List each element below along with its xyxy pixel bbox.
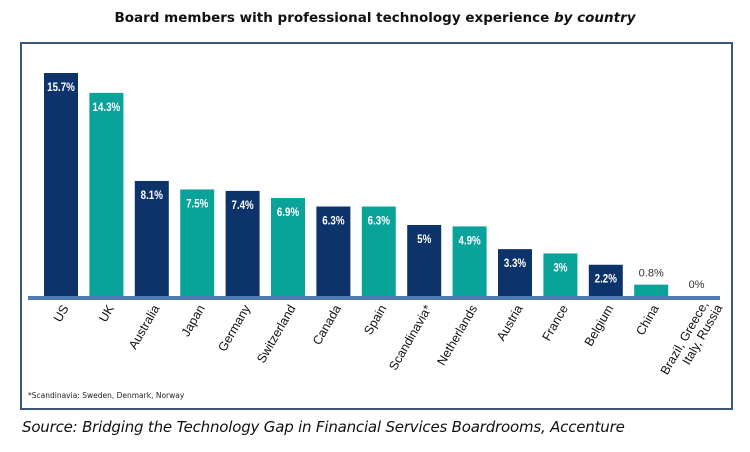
x-tick-label-line: Switzerland	[254, 302, 298, 365]
data-label-1: 14.3%	[93, 101, 121, 114]
bar-2	[134, 180, 169, 296]
x-tick-label-5: Switzerland	[254, 302, 298, 365]
bar-0	[44, 73, 78, 296]
chart-title-main: Board members with professional technolo…	[114, 10, 550, 26]
x-tick-label-6: Canada	[310, 302, 344, 347]
x-tick-label-11: France	[539, 302, 571, 343]
data-label-14: 0%	[689, 279, 705, 291]
x-tick-label-line: Belgium	[582, 303, 617, 349]
x-tick-label-line: UK	[96, 302, 117, 325]
x-tick-label-4: Germany	[215, 302, 253, 354]
x-tick-label-line: Austria	[494, 302, 526, 343]
chart-title: Board members with professional technolo…	[0, 10, 750, 26]
x-tick-label-3: Japan	[179, 302, 208, 339]
x-tick-label-line: Netherlands	[434, 303, 480, 368]
x-tick-label-9: Netherlands	[434, 303, 480, 368]
x-tick-label-12: Belgium	[582, 303, 617, 349]
bar-8	[407, 224, 442, 296]
footnote: *Scandinavia: Sweden, Denmark, Norway	[28, 391, 185, 400]
data-label-10: 3.3%	[504, 257, 527, 270]
x-tick-label-line: Japan	[179, 302, 208, 339]
bar-10	[498, 249, 532, 296]
x-tick-label-1: UK	[96, 302, 117, 325]
bar-4	[225, 190, 260, 296]
x-tick-label-line: Spain	[361, 302, 389, 337]
data-label-3: 7.5%	[186, 198, 209, 211]
data-label-13: 0.8%	[639, 268, 664, 280]
x-tick-label-14: Brazil, Greece,Italy, Russia	[658, 295, 726, 384]
bar-11	[543, 253, 578, 296]
data-label-6: 6.3%	[322, 215, 345, 228]
bar-9	[452, 226, 487, 296]
source-note: Source: Bridging the Technology Gap in F…	[22, 418, 625, 436]
data-label-4: 7.4%	[231, 199, 254, 212]
bar-13	[634, 284, 669, 296]
data-label-5: 6.9%	[277, 206, 300, 219]
x-axis-line	[28, 296, 720, 300]
x-tick-label-10: Austria	[494, 302, 526, 343]
data-label-0: 15.7%	[47, 81, 75, 94]
x-tick-label-line: China	[633, 302, 661, 337]
data-label-9: 4.9%	[458, 235, 481, 248]
x-tick-label-line: Germany	[215, 302, 253, 354]
x-tick-label-line: US	[51, 303, 72, 325]
data-label-7: 6.3%	[368, 215, 391, 228]
bar-7	[361, 206, 396, 296]
bar-3	[180, 189, 215, 296]
x-tick-label-13: China	[633, 302, 661, 337]
data-label-2: 8.1%	[141, 189, 164, 202]
x-tick-label-0: US	[51, 303, 72, 325]
data-label-11: 3%	[553, 262, 568, 275]
bar-5	[271, 197, 305, 296]
data-label-8: 5%	[417, 233, 432, 246]
data-label-12: 2.2%	[595, 273, 618, 286]
x-tick-label-7: Spain	[361, 302, 389, 337]
x-tick-label-line: France	[539, 302, 571, 343]
x-tick-label-8: Scandinavia*	[386, 302, 435, 372]
bar-12	[588, 264, 623, 296]
x-tick-label-line: Scandinavia*	[386, 302, 435, 372]
chart-title-emphasis: by country	[553, 10, 636, 26]
x-tick-label-2: Australia	[126, 302, 162, 351]
bar-6	[316, 206, 351, 296]
x-tick-label-line: Canada	[310, 302, 344, 347]
x-tick-label-line: Australia	[126, 302, 162, 351]
bar-1	[89, 92, 124, 297]
